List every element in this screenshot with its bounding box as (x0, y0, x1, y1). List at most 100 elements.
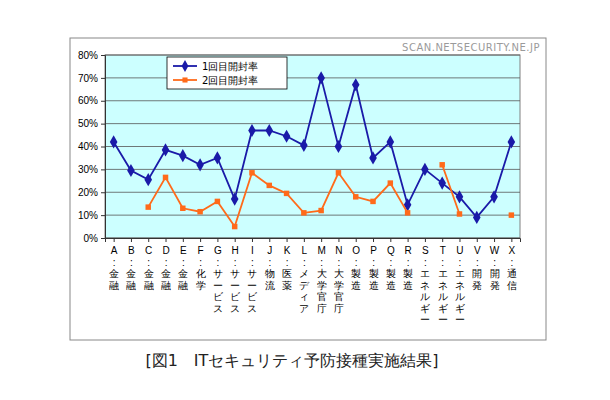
tick-char: 官 (317, 291, 327, 302)
tick: U:エネルギー (455, 238, 465, 325)
tick-mark (252, 238, 253, 242)
tick-char: 造 (351, 280, 361, 291)
tick-char: P (370, 245, 377, 256)
tick-char: ア (299, 303, 309, 314)
tick-char: ネ (455, 280, 465, 291)
tick-mark (356, 238, 357, 242)
tick: Q:製造 (386, 238, 396, 291)
tick-char: K (284, 245, 291, 256)
tick-mark (166, 238, 167, 242)
tick-char: J (267, 245, 272, 256)
marker (283, 130, 291, 143)
tick-label: Q:製造 (386, 245, 396, 291)
tick-char: サ (230, 268, 240, 279)
tick-char: : (130, 257, 133, 268)
marker (473, 211, 481, 224)
tick-char: : (113, 257, 116, 268)
tick-char: 金 (161, 268, 171, 279)
tick: 0% (84, 233, 105, 244)
tick-label: O:製造 (351, 245, 361, 291)
tick-char: D (162, 245, 169, 256)
tick-label: U:エネルギー (455, 245, 465, 325)
marker (335, 140, 343, 153)
marker (163, 175, 168, 180)
marker (318, 208, 323, 213)
marker (162, 143, 170, 156)
tick-mark (101, 169, 105, 170)
grid-line (105, 100, 520, 101)
tick-char: S (422, 245, 429, 256)
tick-char: 融 (144, 280, 154, 291)
grid-line (105, 55, 520, 56)
legend-box (167, 57, 287, 89)
tick-char: I (251, 245, 254, 256)
tick-char: : (476, 257, 479, 268)
x-axis: A:金融B:金融C:金融D:金融E:金融F:化学G:サービスH:サービスI:サー… (106, 238, 521, 325)
tick-mark (408, 238, 409, 242)
tick-char: M (317, 245, 325, 256)
tick-char: X (509, 245, 516, 256)
tick-mark (131, 238, 132, 242)
marker (456, 190, 464, 203)
tick-char: : (372, 257, 375, 268)
tick-char: サ (213, 268, 223, 279)
tick: G:サービス (213, 238, 224, 314)
tick-char: 化 (196, 268, 206, 279)
tick: 80% (78, 50, 105, 61)
annotation: SCAN.NETSECURITY.NE.JP (402, 42, 540, 53)
tick-char: 発 (472, 280, 482, 291)
tick-char: : (424, 257, 427, 268)
tick-mark (101, 147, 105, 148)
tick-char: L (302, 245, 308, 256)
tick-char: 通 (507, 268, 517, 279)
marker (421, 163, 429, 176)
tick-char: U (456, 245, 463, 256)
tick-label: T:エネルギー (438, 245, 448, 325)
marker (301, 210, 306, 215)
tick-mark (287, 238, 288, 242)
plot-area (105, 55, 520, 238)
tick: P:製造 (369, 238, 379, 291)
marker (197, 209, 202, 214)
tick: N:大学官庁 (334, 238, 344, 314)
tick-label: 20% (78, 187, 98, 198)
tick-mark (321, 238, 322, 242)
tick-char: : (217, 257, 220, 268)
marker (215, 199, 220, 204)
marker (405, 210, 410, 215)
tick-char: ビ (247, 291, 258, 302)
tick-mark (217, 238, 218, 242)
tick-mark (101, 215, 105, 216)
marker (370, 199, 375, 204)
tick-mark (494, 238, 495, 242)
tick-char: E (180, 245, 187, 256)
tick-label: R:製造 (403, 245, 413, 291)
tick-label: E:金融 (178, 245, 188, 291)
marker (267, 183, 272, 188)
tick-mark (459, 238, 460, 242)
tick-mark (114, 238, 115, 242)
tick-char: N (335, 245, 342, 256)
tick-char: H (232, 245, 239, 256)
marker (509, 212, 514, 217)
tick-char: 開 (472, 268, 482, 279)
tick-char: 医 (282, 268, 292, 279)
tick-char: : (320, 257, 323, 268)
tick-char: 開 (490, 268, 500, 279)
marker (490, 190, 498, 203)
marker (352, 78, 360, 91)
tick-char: 融 (161, 280, 171, 291)
tick-char: 融 (178, 280, 188, 291)
marker (439, 162, 444, 167)
tick-char: : (268, 257, 271, 268)
tick-char: ー (230, 280, 240, 291)
tick-mark (425, 238, 426, 242)
tick-char: C (145, 245, 152, 256)
tick-label: W:開発 (490, 245, 500, 291)
tick-char: 製 (403, 268, 413, 279)
marker (144, 173, 152, 186)
tick-char: 融 (109, 280, 119, 291)
tick-char: A (111, 245, 118, 256)
marker (265, 124, 273, 137)
tick-label: D:金融 (161, 245, 171, 291)
